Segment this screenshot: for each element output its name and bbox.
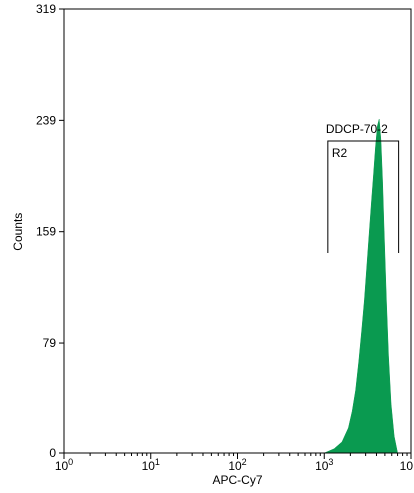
- gate-r2: DDCP-70-2 R2: [326, 122, 400, 253]
- y-tick-label: 79: [43, 336, 57, 350]
- axes-frame: [63, 8, 412, 454]
- x-tick-label: 10: [400, 459, 414, 473]
- y-tick-label: 0: [49, 446, 56, 460]
- x-tick-label: 100: [55, 457, 73, 473]
- plot-area: DDCP-70-2 R2: [63, 8, 412, 454]
- x-axis-title: APC-Cy7: [212, 473, 262, 487]
- y-axis-title: Counts: [11, 213, 25, 251]
- y-tick-label: 319: [36, 2, 56, 16]
- y-tick-label: 239: [36, 113, 56, 127]
- y-tick-label: 159: [36, 225, 56, 239]
- x-tick-label: 102: [228, 457, 246, 473]
- x-tick-label: 103: [315, 457, 333, 473]
- histogram-area: [324, 118, 398, 454]
- gate-region-label: R2: [332, 146, 348, 160]
- gate-bracket: [327, 140, 400, 253]
- gate-population-label: DDCP-70-2: [326, 122, 388, 136]
- x-tick-label: 101: [142, 457, 160, 473]
- y-axis-ticks: 0 79 159 239 319: [36, 2, 64, 460]
- x-axis-ticks: 100 101 102 103 10: [55, 453, 414, 473]
